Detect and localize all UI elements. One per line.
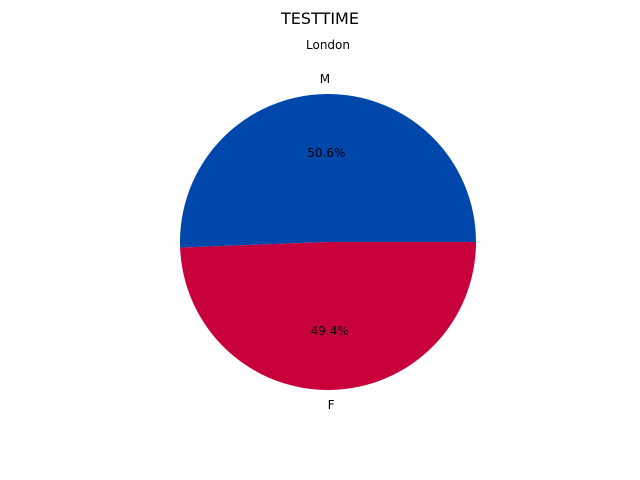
chart-subtitle: London bbox=[306, 38, 350, 52]
pie-slice-f-category-label: F bbox=[328, 398, 335, 412]
pie-slice-m bbox=[180, 94, 477, 248]
pie-slice-m-category-label: M bbox=[320, 72, 330, 86]
pie-slice-m-percent-label: 50.6% bbox=[307, 146, 345, 160]
pie-slice-f-percent-label: 49.4% bbox=[311, 324, 349, 338]
pie-slice-f bbox=[180, 242, 476, 391]
chart-title: TESTTIME bbox=[280, 9, 359, 28]
